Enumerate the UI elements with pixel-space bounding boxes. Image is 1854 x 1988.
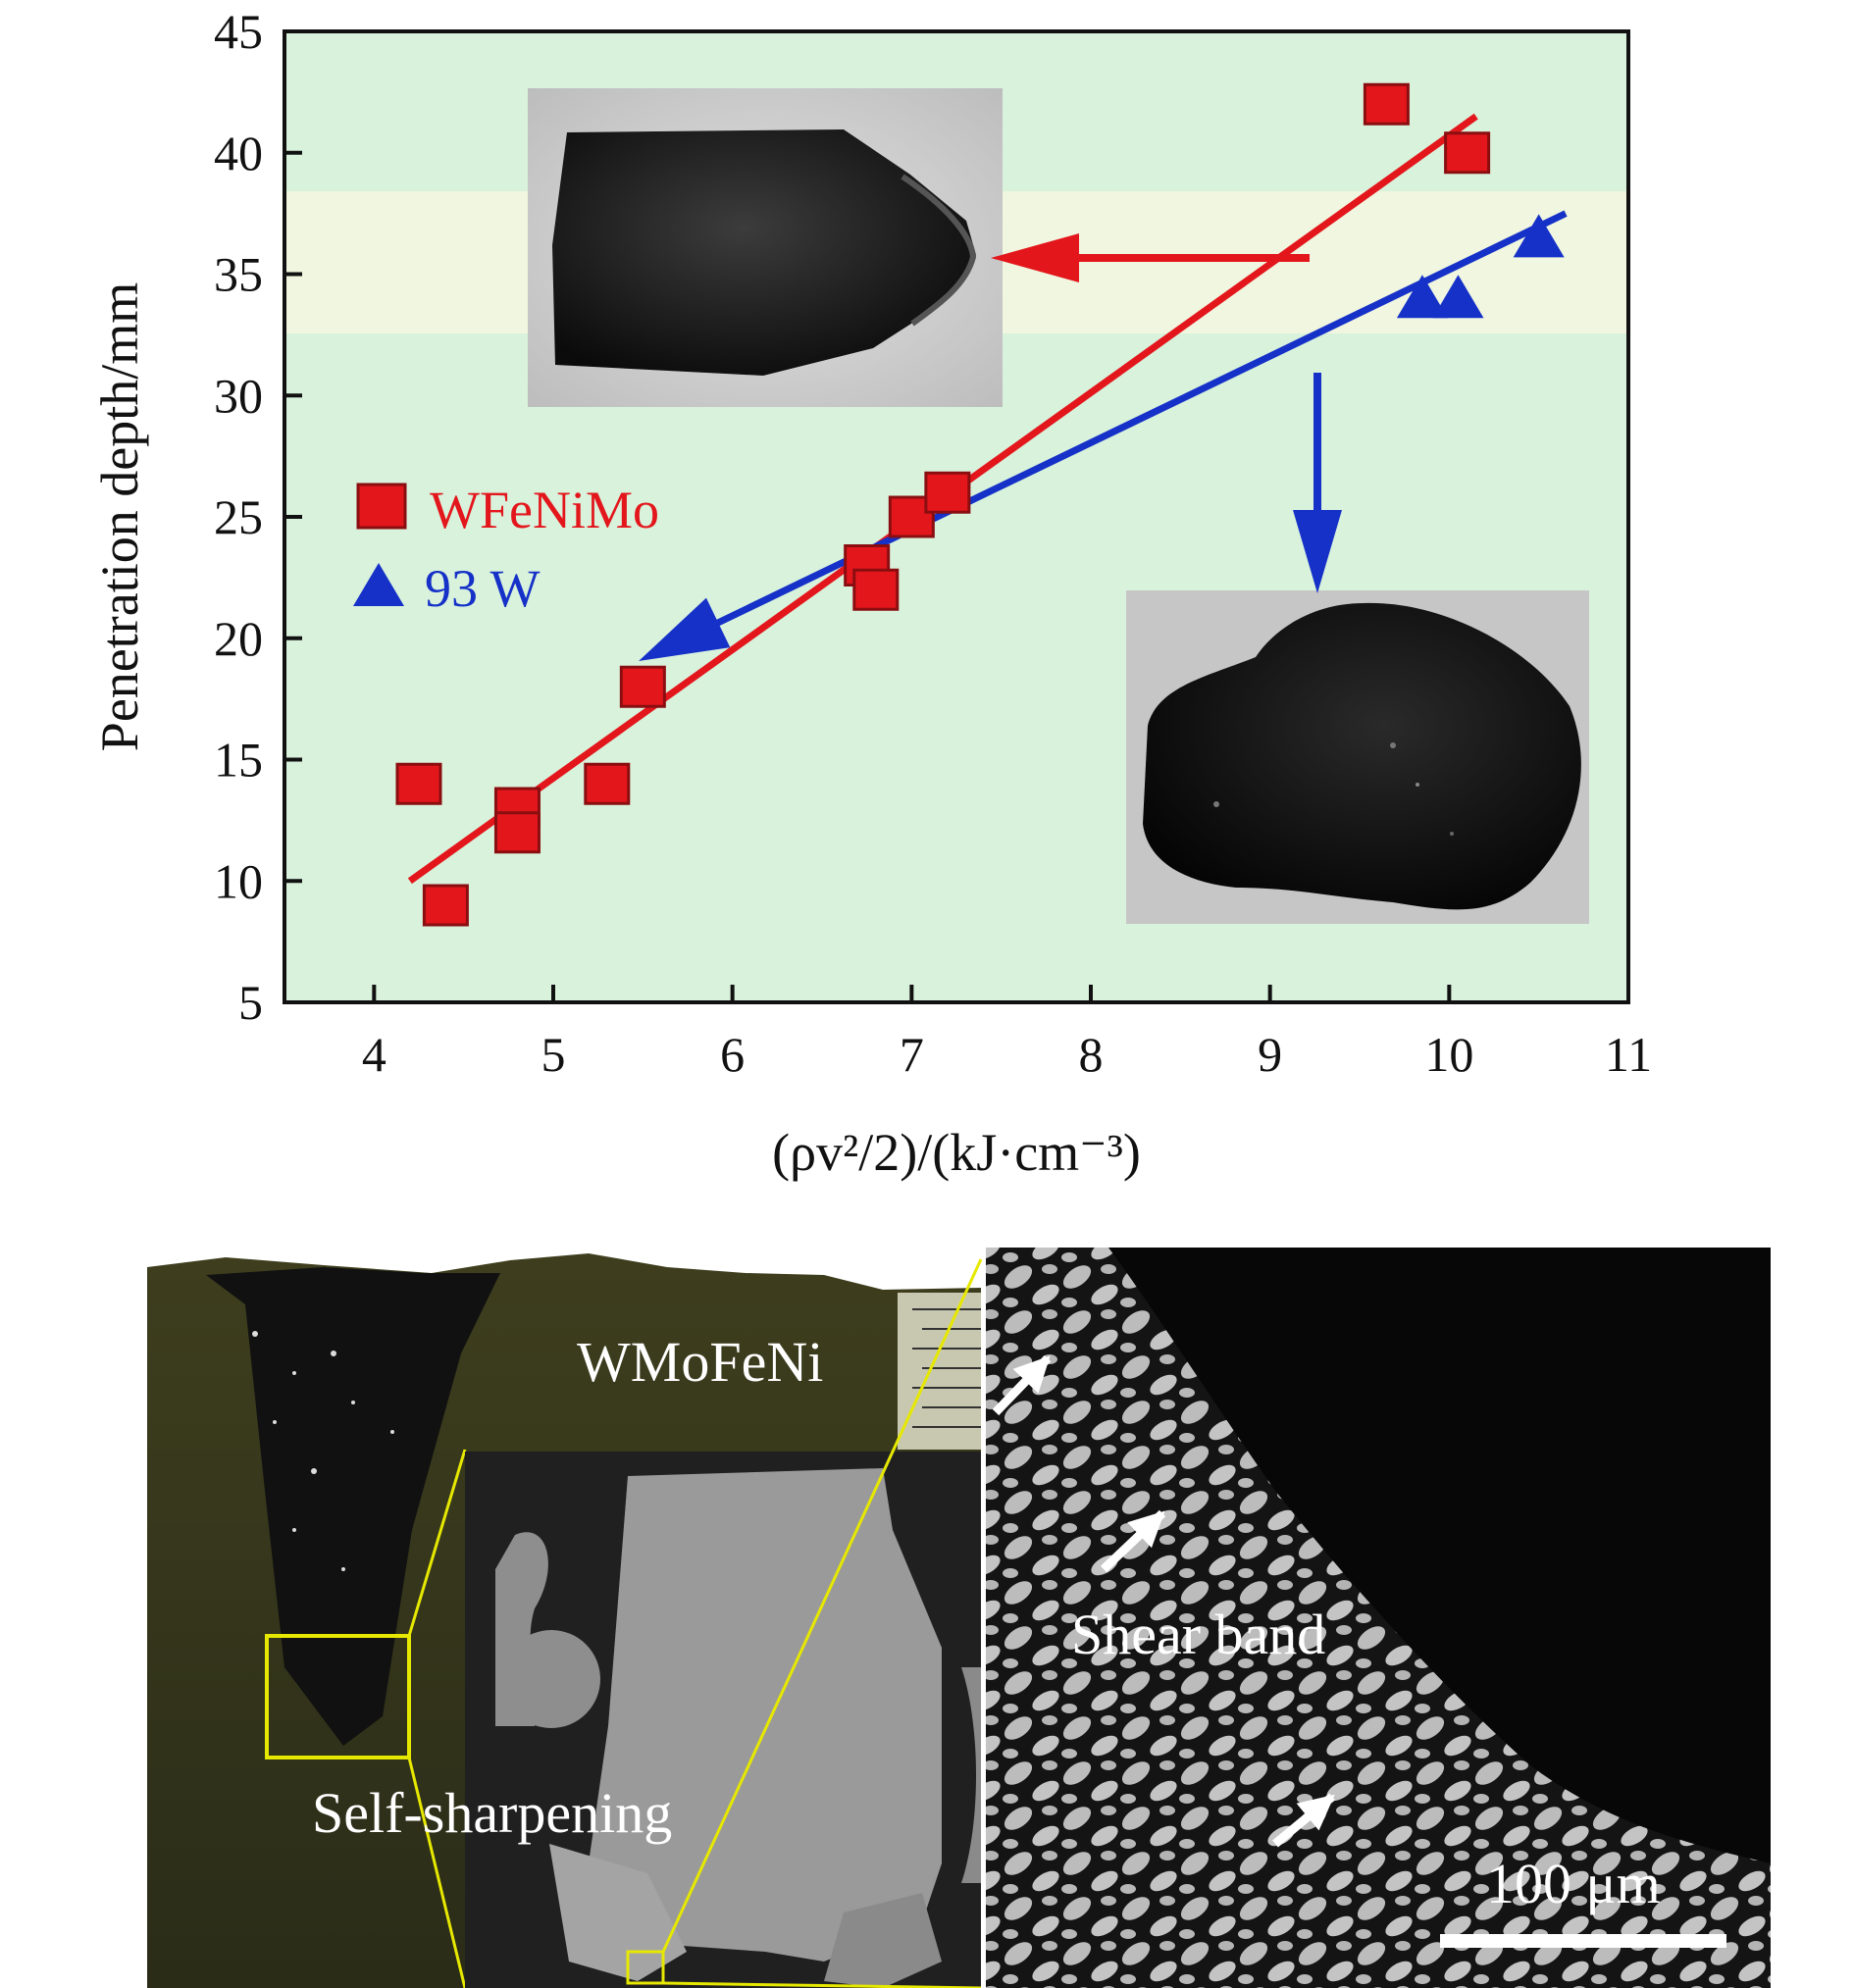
point-series-0-0 bbox=[395, 762, 442, 805]
x-tick-label-5: 9 bbox=[1258, 1027, 1282, 1082]
point-series-1-1 bbox=[1432, 275, 1484, 319]
y-tick-label-2: 15 bbox=[214, 733, 263, 788]
y-tick-label-4: 25 bbox=[214, 489, 263, 544]
fit-line-series-1 bbox=[659, 210, 1568, 654]
y-tick-label-8: 45 bbox=[214, 4, 263, 59]
point-series-0-11 bbox=[1444, 131, 1491, 175]
y-tick-label-1: 10 bbox=[214, 853, 263, 908]
self-sharpening-label: Self-sharpening bbox=[312, 1781, 672, 1845]
y-tick-label-7: 40 bbox=[214, 126, 263, 180]
x-tick-label-1: 5 bbox=[541, 1027, 566, 1082]
point-series-0-10 bbox=[1363, 82, 1410, 126]
point-series-0-4 bbox=[584, 762, 631, 805]
x-tick-label-4: 8 bbox=[1079, 1027, 1104, 1082]
y-tick-label-6: 35 bbox=[214, 247, 263, 302]
x-axis-title: (ρv²/2)/(kJ·cm⁻³) bbox=[772, 1123, 1141, 1182]
scale-bar bbox=[1440, 1934, 1726, 1948]
legend: WFeNiMo 93 W bbox=[353, 481, 659, 618]
point-series-0-9 bbox=[924, 471, 971, 514]
point-series-1-0 bbox=[1396, 275, 1448, 319]
x-tick-label-6: 10 bbox=[1424, 1027, 1473, 1082]
legend-label-wfenimo: WFeNiMo bbox=[430, 481, 659, 539]
fit-line-arrowhead-series-1 bbox=[639, 597, 731, 661]
y-axis-title: Penetration depth/mm bbox=[90, 282, 149, 751]
micrograph-inset: Self-sharpening bbox=[312, 1258, 983, 1988]
legend-marker-wfenimo bbox=[356, 483, 407, 530]
point-series-0-7 bbox=[852, 568, 900, 611]
self-sharpening-highlight-box bbox=[265, 1634, 411, 1759]
x-tick-label-3: 7 bbox=[900, 1027, 924, 1082]
legend-marker-93w bbox=[353, 563, 404, 606]
point-series-0-3 bbox=[493, 811, 541, 854]
point-series-0-1 bbox=[422, 884, 469, 927]
y-tick-label-3: 20 bbox=[214, 611, 263, 666]
shear-band-label: Shear band bbox=[1071, 1603, 1325, 1666]
slug-photo-bottom bbox=[1126, 590, 1589, 924]
slug-photo-top bbox=[528, 88, 1003, 407]
point-series-1-2 bbox=[1513, 214, 1565, 258]
x-tick-label-0: 4 bbox=[362, 1027, 386, 1082]
shear-band-arrows bbox=[992, 1354, 1335, 1848]
scale-bar-label: 100 μm bbox=[1486, 1852, 1661, 1915]
micrograph-right: Shear band 100 μm bbox=[986, 1248, 1771, 1988]
data-points bbox=[395, 82, 1565, 927]
wmofeni-label: WMoFeNi bbox=[577, 1330, 823, 1394]
point-series-0-5 bbox=[619, 665, 666, 708]
arrow-to-bottom-photo bbox=[1293, 373, 1342, 593]
y-tick-label-5: 30 bbox=[214, 368, 263, 423]
x-tick-label-7: 11 bbox=[1605, 1027, 1652, 1082]
legend-label-93w: 93 W bbox=[425, 559, 541, 618]
arrow-to-top-photo bbox=[991, 233, 1310, 282]
x-tick-label-2: 6 bbox=[720, 1027, 745, 1082]
y-tick-label-0: 5 bbox=[238, 975, 263, 1030]
